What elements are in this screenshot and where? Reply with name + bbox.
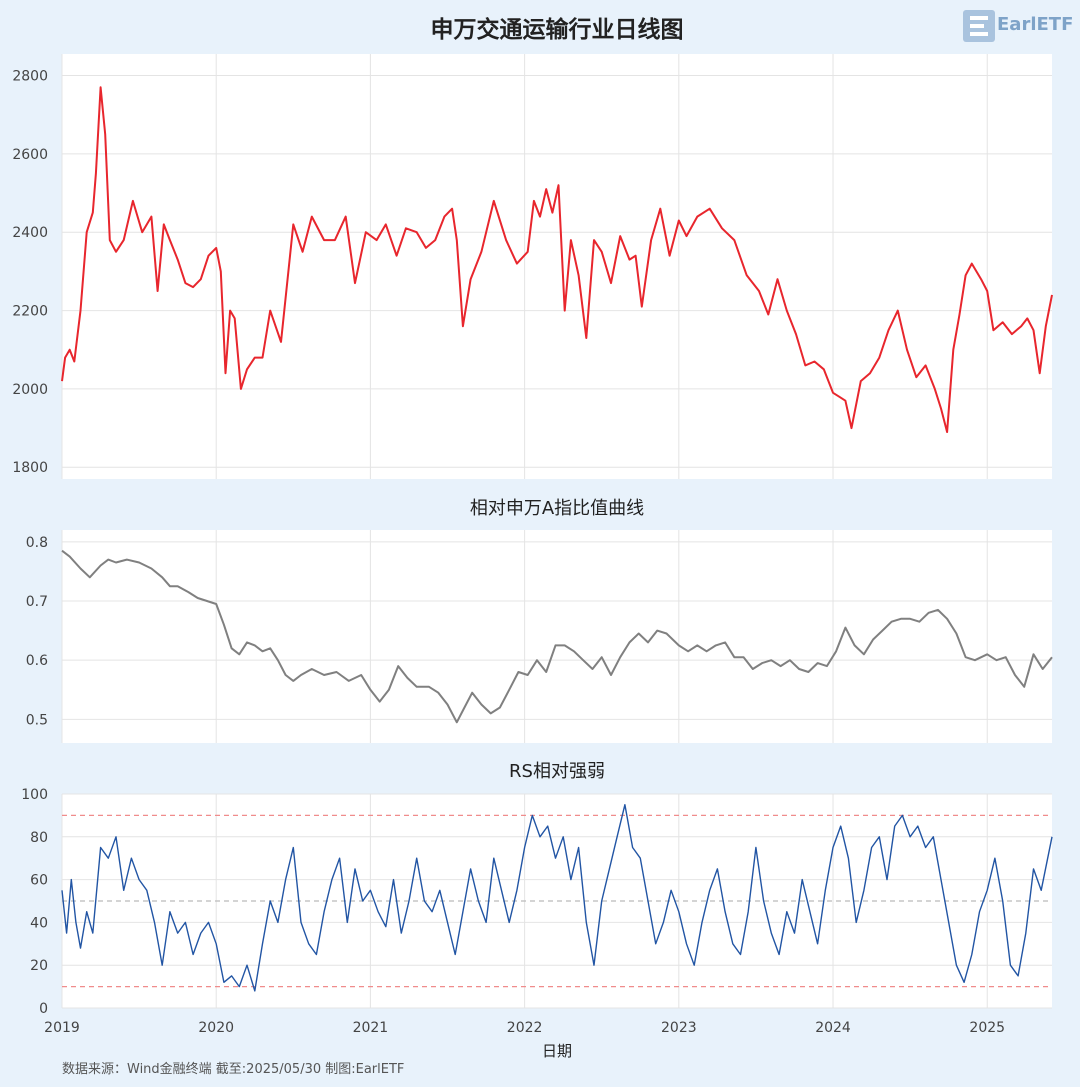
y-tick-label: 100 <box>21 787 48 803</box>
source-note: 数据来源：Wind金融终端 截至:2025/05/30 制图:EarlETF <box>62 1061 404 1077</box>
chart-title-price: 申万交通运输行业日线图 <box>431 16 684 43</box>
y-tick-label: 2800 <box>12 69 48 85</box>
x-tick-label: 2021 <box>353 1020 389 1036</box>
x-tick-label: 2019 <box>44 1020 80 1036</box>
series-line-ratio <box>61 549 1053 724</box>
panel-price <box>62 54 1052 479</box>
y-tick-label: 2600 <box>12 147 48 163</box>
x-tick-label: 2020 <box>198 1020 234 1036</box>
y-tick-label: 0.7 <box>26 594 48 610</box>
chart-title-ratio: 相对申万A指比值曲线 <box>470 498 644 519</box>
x-tick-label: 2025 <box>969 1020 1005 1036</box>
x-tick-label: 2023 <box>661 1020 697 1036</box>
panel-ratio <box>62 530 1052 743</box>
y-tick-label: 0.6 <box>26 653 48 669</box>
y-tick-label: 0 <box>39 1001 48 1017</box>
x-axis-label: 日期 <box>542 1042 572 1060</box>
y-tick-label: 80 <box>30 830 48 846</box>
y-tick-label: 0.8 <box>26 535 48 551</box>
y-tick-label: 40 <box>30 915 48 931</box>
y-tick-label: 2200 <box>12 304 48 320</box>
logo: EarlETF <box>963 10 1073 42</box>
y-tick-label: 0.5 <box>26 712 48 728</box>
y-tick-label: 2400 <box>12 225 48 241</box>
y-tick-label: 1800 <box>12 460 48 476</box>
y-tick-label: 60 <box>30 873 48 889</box>
logo-text: EarlETF <box>997 14 1073 35</box>
x-tick-label: 2022 <box>507 1020 543 1036</box>
y-tick-label: 20 <box>30 958 48 974</box>
x-tick-label: 2024 <box>815 1020 851 1036</box>
y-tick-label: 2000 <box>12 382 48 398</box>
series-line-price <box>61 86 1053 433</box>
series-line-rs <box>61 804 1053 992</box>
chart-title-rs: RS相对强弱 <box>509 761 605 782</box>
